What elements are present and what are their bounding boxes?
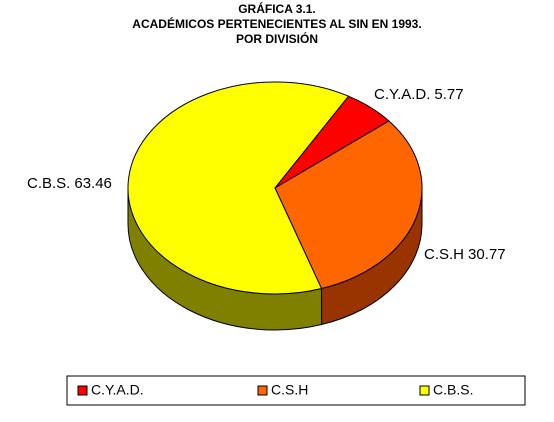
data-label-category: C.S.H xyxy=(424,246,464,263)
data-label-value: 30.77 xyxy=(468,246,506,263)
chart-title: POR DIVISIÓN xyxy=(236,31,318,46)
legend-swatch xyxy=(419,385,430,396)
legend-swatch xyxy=(257,385,268,396)
pie-slice xyxy=(127,81,350,295)
chart-title: GRÁFICA 3.1. xyxy=(238,1,316,16)
chart-title: ACADÉMICOS PERTENECIENTES AL SIN EN 1993… xyxy=(132,16,421,31)
data-label: C.Y.A.D. 5.77 xyxy=(374,86,464,103)
data-label-category: C.Y.A.D. xyxy=(374,86,430,103)
data-label-value: 63.46 xyxy=(74,175,112,192)
data-label-category: C.B.S. xyxy=(27,175,70,192)
pie-slice xyxy=(274,120,423,290)
legend-swatch xyxy=(77,385,88,396)
data-label: C.B.S. 63.46 xyxy=(27,175,112,192)
data-label-value: 5.77 xyxy=(434,86,463,103)
legend-label: C.Y.A.D. xyxy=(91,382,144,398)
legend-label: C.B.S. xyxy=(433,382,473,398)
legend-label: C.S.H xyxy=(271,382,308,398)
data-label: C.S.H 30.77 xyxy=(424,246,506,263)
legend-box xyxy=(66,375,526,406)
